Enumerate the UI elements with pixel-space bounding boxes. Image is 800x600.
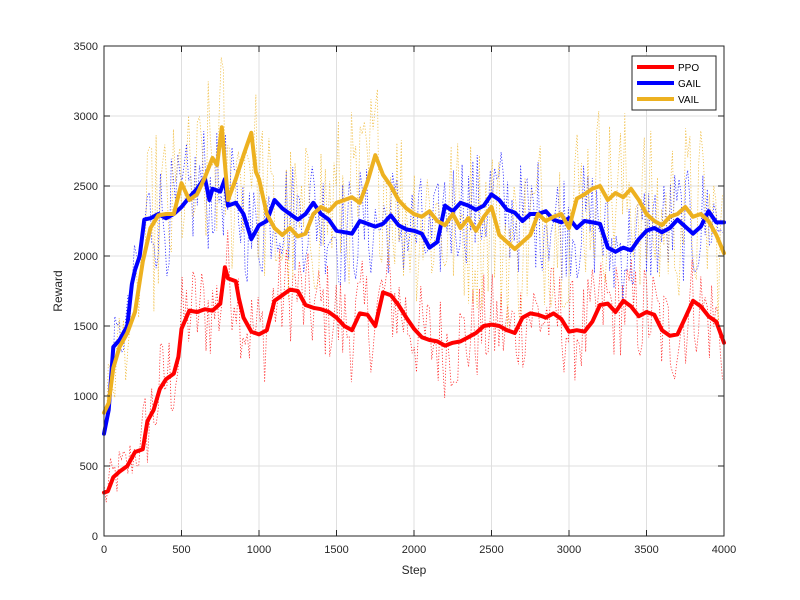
raw-trace-gail xyxy=(103,131,723,429)
raw-trace-vail xyxy=(103,57,723,434)
x-tick-label: 1000 xyxy=(247,544,271,556)
legend-label-ppo: PPO xyxy=(678,63,699,74)
series-line-ppo xyxy=(102,265,726,495)
x-tick-label: 2500 xyxy=(479,544,503,556)
ticks: 0 500 1000 1500 2000 2500 3000 3500 4000 0 500 1000… xyxy=(74,41,737,556)
x-tick-label: 4000 xyxy=(712,544,736,556)
legend: PPO GAIL VAIL xyxy=(631,55,717,111)
x-tick-label: 0 xyxy=(101,544,107,556)
series-line-gail xyxy=(102,175,726,436)
x-axis-label: Step xyxy=(402,563,427,577)
y-tick-label: 1500 xyxy=(74,321,98,333)
x-tick-label: 3500 xyxy=(634,544,658,556)
y-tick-label: 3500 xyxy=(74,41,98,53)
y-tick-label: 3000 xyxy=(74,111,98,123)
series-lines xyxy=(102,125,726,495)
plot-area: 0 500 1000 1500 2000 2500 3000 3500 4000 0 500 1000… xyxy=(74,41,737,556)
raw-traces xyxy=(103,57,723,503)
x-tick-label: 1500 xyxy=(324,544,348,556)
y-axis-label: Reward xyxy=(51,270,65,311)
x-tick-label: 2000 xyxy=(402,544,426,556)
y-tick-label: 2000 xyxy=(74,251,98,263)
legend-label-gail: GAIL xyxy=(678,79,701,90)
y-tick-label: 500 xyxy=(80,461,98,473)
legend-label-vail: VAIL xyxy=(678,95,699,106)
raw-trace-ppo xyxy=(103,229,723,503)
x-tick-label: 3000 xyxy=(557,544,581,556)
x-tick-label: 500 xyxy=(172,544,190,556)
series-line-vail xyxy=(102,125,726,415)
y-tick-label: 1000 xyxy=(74,391,98,403)
y-tick-label: 0 xyxy=(92,531,98,543)
y-tick-label: 2500 xyxy=(74,181,98,193)
